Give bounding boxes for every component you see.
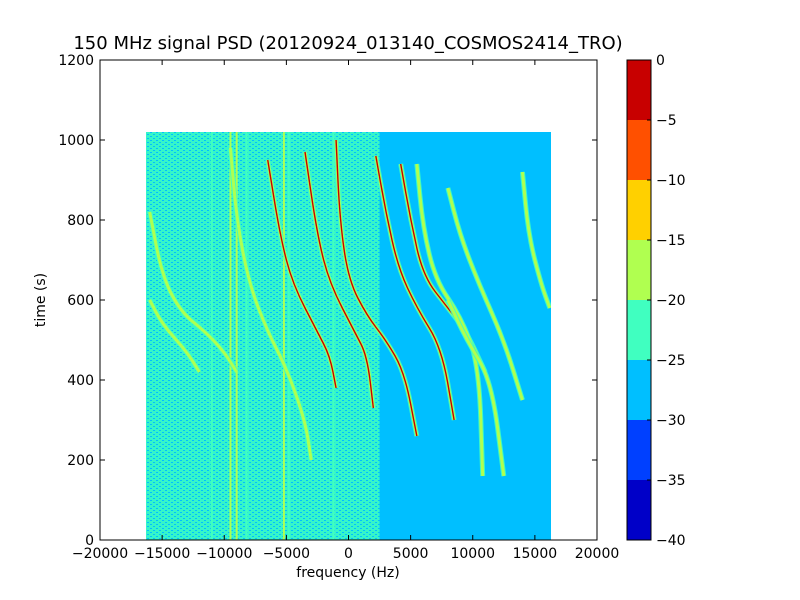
x-axis-ticks: −20000 −15000 −10000 −5000 0 5000 10000 15000 20… xyxy=(72,60,619,562)
noise-band xyxy=(145,132,237,540)
doppler-trace xyxy=(267,159,337,389)
x-tick-label: 5000 xyxy=(393,546,429,562)
x-tick-label: 10000 xyxy=(450,546,495,562)
colorbar-tick-label: −25 xyxy=(656,353,686,369)
doppler-trace xyxy=(447,187,524,401)
plot-area xyxy=(99,59,598,541)
y-axis-label: time (s) xyxy=(33,273,49,327)
doppler-trace xyxy=(447,299,505,477)
colorbar-segment xyxy=(627,240,651,300)
y-tick-label: 1200 xyxy=(58,53,94,69)
x-axis-label: frequency (Hz) xyxy=(296,565,399,581)
colorbar-segment xyxy=(627,180,651,240)
doppler-trace xyxy=(229,147,312,461)
colorbar-segment xyxy=(627,360,651,420)
heatmap-data xyxy=(145,132,552,540)
doppler-trace xyxy=(149,299,200,373)
x-tick-label: −20000 xyxy=(72,546,128,562)
y-tick-label: 400 xyxy=(67,373,94,389)
colorbar-tick-label: −10 xyxy=(656,173,686,189)
y-tick-label: 1000 xyxy=(58,133,94,149)
y-tick-label: 600 xyxy=(67,293,94,309)
doppler-trace xyxy=(375,155,455,421)
y-axis-ticks: 0 200 400 600 800 1000 1200 xyxy=(58,53,597,549)
doppler-trace xyxy=(149,211,238,373)
colorbar-segment xyxy=(627,300,651,360)
colorbar-tick-label: −30 xyxy=(656,413,686,429)
doppler-trace xyxy=(304,151,375,409)
x-tick-label: 20000 xyxy=(575,546,620,562)
y-tick-label: 800 xyxy=(67,213,94,229)
colorbar: −40 −35 −30 −25 −20 −15 −10 −5 0 xyxy=(626,53,686,549)
colorbar-segment xyxy=(627,120,651,180)
x-tick-label: −5000 xyxy=(263,546,310,562)
colorbar-segment xyxy=(627,60,651,120)
doppler-trace xyxy=(335,139,418,437)
x-tick-label: 0 xyxy=(344,546,353,562)
doppler-trace xyxy=(521,171,551,309)
colorbar-tick-label: 0 xyxy=(656,53,665,69)
y-tick-label: 200 xyxy=(67,453,94,469)
x-tick-label: −10000 xyxy=(196,546,252,562)
y-tick-label: 0 xyxy=(85,533,94,549)
colorbar-segment xyxy=(627,420,651,480)
colorbar-tick-label: −15 xyxy=(656,233,686,249)
x-tick-label: −15000 xyxy=(134,546,190,562)
colorbar-tick-label: −20 xyxy=(656,293,686,309)
colorbar-tick-label: −5 xyxy=(656,113,677,129)
x-tick-label: 15000 xyxy=(513,546,558,562)
colorbar-tick-label: −40 xyxy=(656,533,686,549)
doppler-trace xyxy=(416,163,484,477)
colorbar-tick-label: −35 xyxy=(656,473,686,489)
chart-title: 150 MHz signal PSD (20120924_013140_COSM… xyxy=(73,33,622,54)
colorbar-segment xyxy=(627,480,651,540)
